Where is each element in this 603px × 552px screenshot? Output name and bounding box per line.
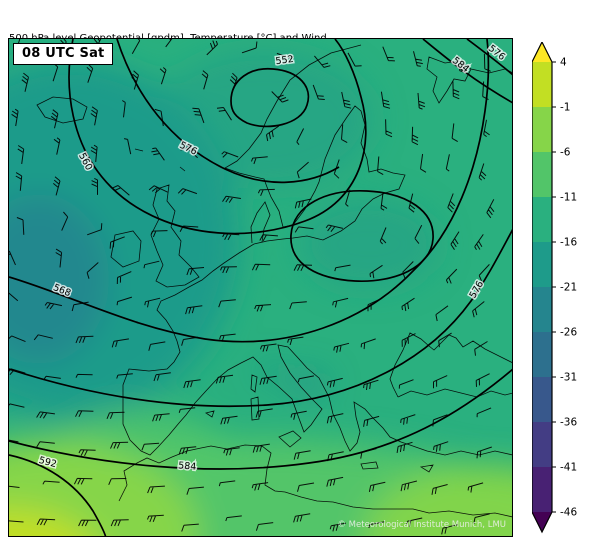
svg-text:-21: -21 [560, 282, 577, 294]
svg-text:-1: -1 [560, 102, 570, 114]
temperature-field [9, 39, 512, 536]
temperature-colorbar: 4 -1 -6 -11 -16 -21 -26 -31 -36 -41 -46 [531, 40, 592, 540]
svg-text:-26: -26 [560, 327, 577, 339]
weather-map: 552 560 576 568 576 584 576 584 592 08 U… [8, 38, 513, 537]
svg-text:-16: -16 [560, 237, 577, 249]
svg-text:-36: -36 [560, 417, 577, 429]
contour-label: 552 [275, 54, 294, 67]
svg-text:-31: -31 [560, 372, 577, 384]
wind-barbs [9, 39, 495, 535]
contour-label: 584 [178, 460, 197, 473]
coastlines [36, 44, 512, 518]
geopotential-contours [9, 39, 512, 536]
watermark: © Meteorological Institute Munich, LMU [337, 520, 506, 530]
map-canvas: 552 560 576 568 576 584 576 584 592 [9, 39, 512, 536]
colorbar-canvas: 4 -1 -6 -11 -16 -21 -26 -31 -36 -41 -46 [531, 40, 577, 534]
svg-text:-41: -41 [560, 462, 577, 474]
svg-text:-6: -6 [560, 147, 571, 159]
svg-text:-11: -11 [560, 192, 577, 204]
valid-time-label: 08 UTC Sat [13, 43, 114, 65]
svg-text:4: 4 [560, 57, 567, 69]
svg-text:-46: -46 [560, 507, 577, 519]
